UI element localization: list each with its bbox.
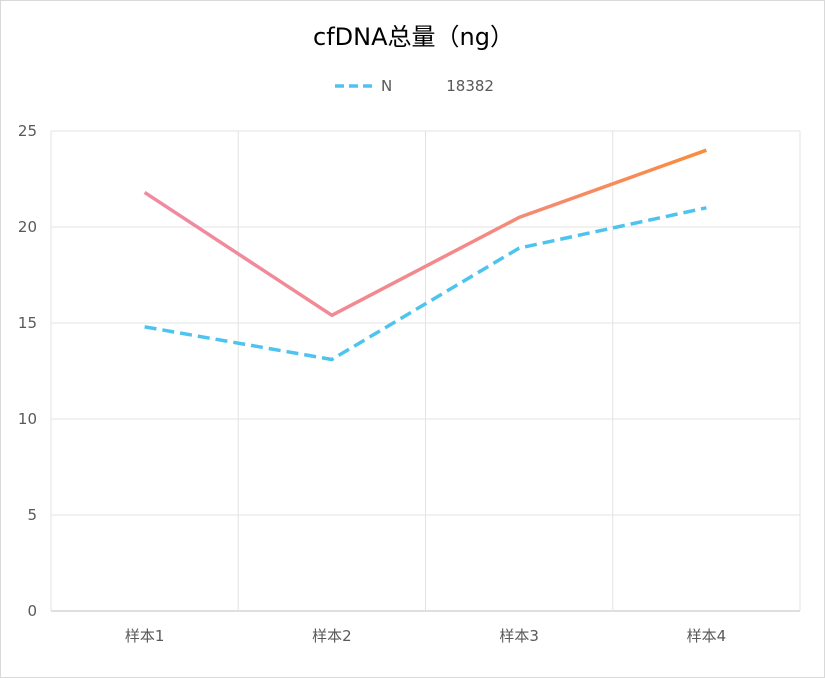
series-line-N — [144, 206, 707, 362]
x-tick-label: 样本1 — [125, 627, 165, 645]
legend-label-18382: 18382 — [446, 77, 494, 95]
x-tick-label: 样本4 — [687, 627, 727, 645]
legend-item-18382: 18382 — [398, 77, 494, 95]
y-tick-label: 15 — [18, 314, 37, 332]
legend-key-18382 — [400, 84, 441, 88]
y-tick-label: 10 — [18, 410, 37, 428]
y-tick-label: 20 — [18, 218, 37, 236]
legend-item-n: N — [333, 77, 392, 95]
series-line-18382 — [143, 148, 707, 318]
y-tick-label: 0 — [27, 602, 37, 620]
chart-title: cfDNA总量（ng） — [313, 23, 514, 51]
legend-key-n — [335, 84, 376, 88]
legend-label-n: N — [381, 77, 393, 95]
y-tick-label: 5 — [27, 506, 37, 524]
y-tick-label: 25 — [18, 122, 37, 140]
x-tick-label: 样本2 — [312, 627, 352, 645]
x-tick-label: 样本3 — [499, 627, 539, 645]
legend: N 18382 — [1, 77, 825, 95]
